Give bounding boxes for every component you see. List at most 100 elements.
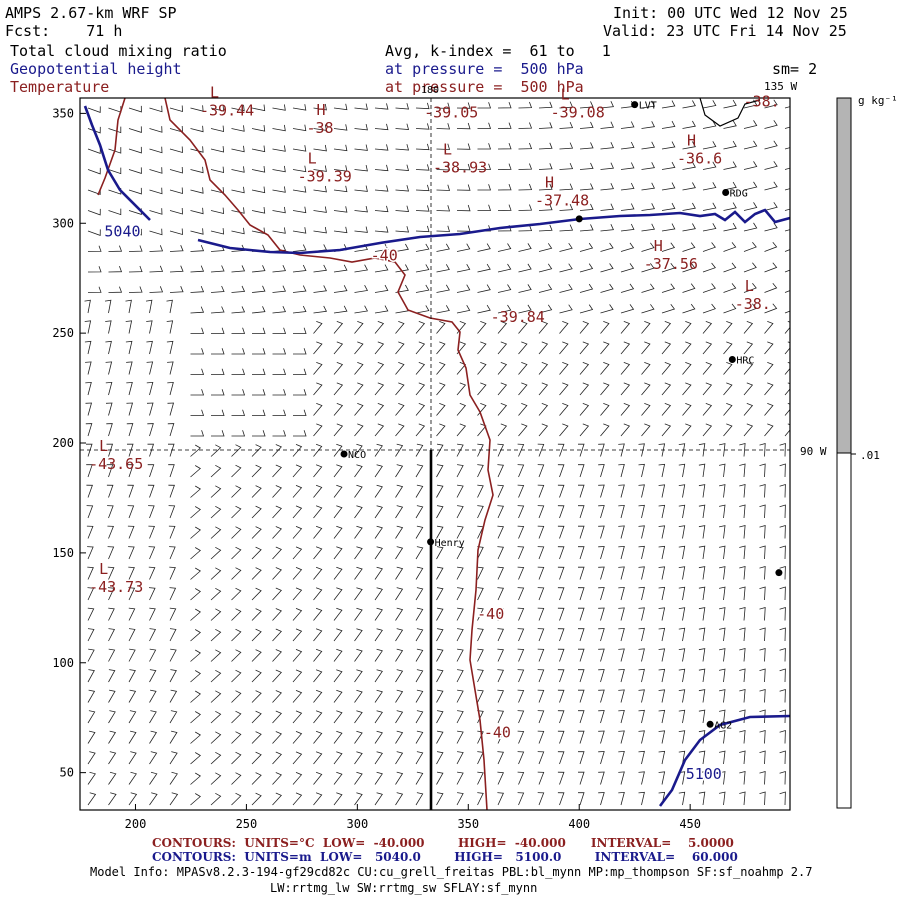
wind-barb [557, 484, 565, 498]
wind-barb [108, 286, 123, 293]
wind-barb [333, 710, 343, 724]
wind-barb [374, 185, 389, 192]
wind-barb [395, 505, 404, 519]
wind-barb [497, 505, 504, 519]
wind-barb [739, 729, 746, 744]
wind-barb [354, 103, 368, 110]
y-tick-label: 150 [52, 546, 74, 560]
wind-barb [456, 566, 464, 580]
wind-barb [292, 690, 303, 703]
wind-barb [477, 669, 484, 683]
wind-barb [87, 286, 102, 293]
forecast-label: Fcst: 71 h [5, 22, 122, 40]
wind-barb [723, 403, 733, 416]
wind-barb [106, 423, 113, 437]
wind-barb [231, 628, 242, 642]
wind-barb [272, 206, 286, 214]
wind-barb [415, 123, 430, 130]
wind-barb [641, 242, 655, 252]
wind-barb [211, 409, 225, 416]
wind-barb [600, 382, 610, 396]
wind-barb [638, 607, 645, 621]
wind-barb [698, 607, 706, 621]
hl-value: -39.44 [200, 101, 254, 119]
lon-label-180: 180 [421, 85, 439, 96]
wind-barb [497, 525, 504, 539]
wind-barb [333, 464, 343, 478]
wind-barb [719, 709, 726, 724]
wind-barb [292, 264, 307, 273]
station-marker [340, 450, 348, 458]
wind-barb [719, 730, 726, 744]
wind-barb [641, 341, 651, 355]
wind-barb [779, 442, 786, 457]
wind-barb [272, 368, 287, 375]
wind-barb [559, 101, 574, 109]
wind-barb [313, 423, 323, 437]
wind-barb [784, 147, 790, 150]
wind-barb [577, 710, 585, 724]
wind-barb [538, 101, 553, 109]
wind-barb [557, 689, 565, 703]
wind-barb [537, 771, 545, 785]
wind-barb [600, 362, 610, 375]
wind-barb [702, 382, 713, 396]
wind-barb [764, 241, 778, 252]
wind-barb [128, 648, 136, 662]
wind-barb [600, 321, 610, 334]
wind-barb [784, 269, 790, 273]
wind-barb [779, 647, 786, 662]
wind-barb [600, 183, 614, 191]
wind-barb [477, 321, 487, 334]
wind-barb [661, 182, 676, 191]
wind-barb [702, 242, 716, 252]
wind-barb [210, 444, 222, 457]
wind-barb [600, 203, 614, 211]
wind-barb [333, 587, 343, 601]
wind-barb [292, 285, 307, 293]
wind-barb [149, 105, 163, 113]
wind-barb [456, 184, 471, 191]
wind-barb [579, 142, 594, 150]
wind-barb [678, 791, 686, 806]
wind-barb [374, 669, 383, 683]
wind-barb [698, 525, 706, 539]
station-label: HRC [736, 356, 754, 367]
wind-barb [497, 163, 512, 170]
wind-barb [374, 423, 385, 437]
wind-barb [251, 772, 262, 785]
wind-barb [577, 689, 585, 703]
wind-barb [190, 649, 201, 662]
height-5100-contour [658, 714, 790, 807]
wind-barb [395, 792, 404, 806]
wind-barb [739, 688, 746, 703]
wind-barb [579, 162, 594, 170]
wind-barb [190, 567, 201, 580]
wind-barb [354, 566, 363, 580]
wind-barb [759, 688, 766, 703]
wind-barb [784, 106, 790, 109]
wind-barb [415, 102, 430, 110]
wind-barb [579, 382, 590, 396]
wind-barb [354, 792, 363, 806]
wind-barb [86, 525, 94, 539]
wind-barb [313, 771, 323, 785]
wind-barb [87, 607, 95, 621]
wind-barb [779, 770, 786, 785]
wind-barb [333, 305, 348, 314]
wind-barb [190, 526, 201, 539]
wind-barb [719, 648, 726, 662]
wind-barb [518, 321, 528, 334]
wind-barb [292, 751, 303, 765]
wind-barb [779, 668, 786, 683]
wind-barb [231, 649, 242, 662]
wind-barb [557, 607, 565, 621]
wind-barb [497, 751, 504, 765]
wind-barb [517, 525, 525, 539]
wind-barb [149, 607, 156, 621]
wind-barb [146, 381, 154, 396]
wind-barb [436, 321, 446, 334]
hl-letter: H [545, 173, 554, 191]
wind-barb [354, 464, 363, 478]
wind-barb [395, 566, 404, 580]
